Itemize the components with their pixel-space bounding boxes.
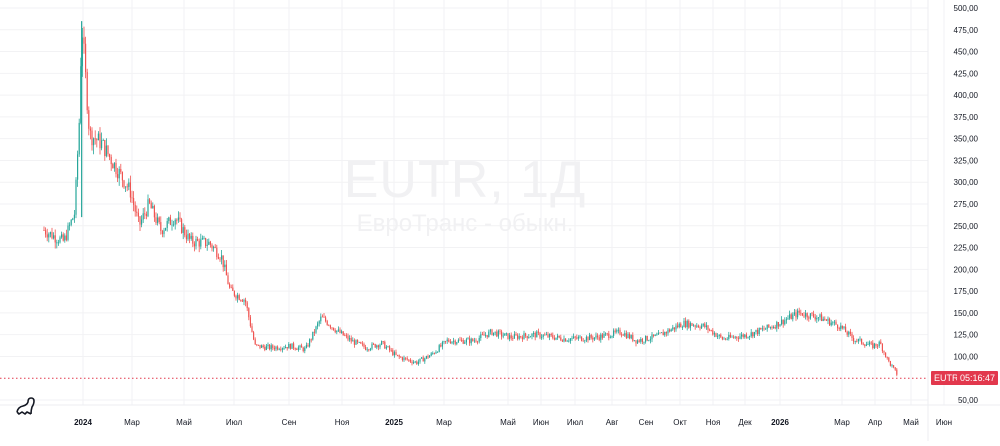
y-axis-label: 50,00	[958, 396, 979, 405]
x-axis-label: Сен	[282, 418, 297, 427]
y-axis-label: 100,00	[954, 352, 979, 361]
y-axis-label: 200,00	[954, 265, 979, 274]
x-axis-label: Июл	[567, 418, 584, 427]
x-axis-label: Май	[903, 418, 919, 427]
y-axis-label: 300,00	[954, 178, 979, 187]
x-axis-label: 2026	[771, 418, 789, 427]
x-axis-label: Ноя	[335, 418, 350, 427]
x-axis-label: Сен	[639, 418, 654, 427]
y-axis-label: 125,00	[954, 331, 979, 340]
x-axis-label: Июн	[533, 418, 549, 427]
x-axis-label: Ноя	[706, 418, 721, 427]
y-axis-label: 425,00	[954, 69, 979, 78]
y-axis-label: 450,00	[954, 48, 979, 57]
x-axis-label: Июл	[226, 418, 243, 427]
x-axis-label: Мар	[834, 418, 850, 427]
price-tag-symbol: EUTR	[931, 371, 962, 385]
y-axis-label: 475,00	[954, 26, 979, 35]
x-axis-label: Мар	[436, 418, 452, 427]
y-axis-label: 400,00	[954, 91, 979, 100]
y-axis-label: 225,00	[954, 244, 979, 253]
y-axis-label: 500,00	[954, 4, 979, 13]
x-axis-label: Май	[500, 418, 516, 427]
y-axis-label: 175,00	[954, 287, 979, 296]
price-tag-countdown: 05:16:47	[957, 371, 999, 385]
x-axis-label: Май	[176, 418, 192, 427]
x-axis-label: 2025	[385, 418, 403, 427]
tradingview-dino-icon[interactable]	[14, 395, 40, 417]
y-axis-label: 375,00	[954, 113, 979, 122]
y-axis-label: 325,00	[954, 156, 979, 165]
x-axis-label: Дек	[738, 418, 752, 427]
x-axis-label: Июн	[936, 418, 952, 427]
x-axis-label: Мар	[124, 418, 140, 427]
y-axis-label: 150,00	[954, 309, 979, 318]
y-axis-label: 275,00	[954, 200, 979, 209]
x-axis-label: Авг	[606, 418, 619, 427]
x-axis-label: Апр	[868, 418, 883, 427]
y-axis-label: 350,00	[954, 135, 979, 144]
x-axis-label: Окт	[673, 418, 687, 427]
y-axis-label: 250,00	[954, 222, 979, 231]
x-axis-label: 2024	[74, 418, 92, 427]
